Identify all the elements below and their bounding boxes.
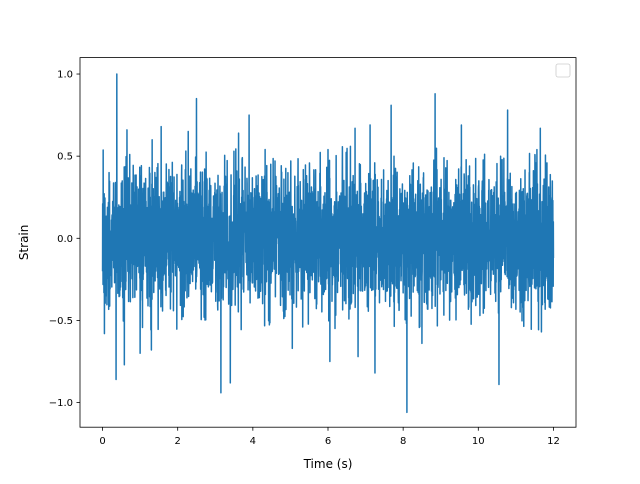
- x-tick-label: 8: [400, 436, 406, 447]
- legend: [555, 63, 571, 78]
- y-tick-label: 0.5: [57, 152, 73, 163]
- x-tick-label: 4: [250, 436, 256, 447]
- x-tick-label: 0: [99, 436, 105, 447]
- strain-series-line: [101, 73, 555, 414]
- x-axis-ticks: 0 2 4 6 8 10 12: [99, 427, 560, 447]
- y-tick-label: −1.0: [49, 398, 73, 409]
- x-tick-label: 6: [325, 436, 331, 447]
- x-tick-label: 10: [472, 436, 485, 447]
- y-tick-label: 0.0: [57, 234, 73, 245]
- series-layer: [101, 73, 555, 414]
- legend-box: [555, 63, 571, 78]
- x-axis-label: Time (s): [303, 457, 353, 471]
- x-tick-label: 2: [175, 436, 181, 447]
- x-tick-label: 12: [547, 436, 560, 447]
- y-tick-label: −0.5: [49, 316, 73, 327]
- y-tick-label: 1.0: [57, 70, 73, 81]
- y-axis-label: Strain: [17, 225, 31, 261]
- y-axis-ticks: −1.0 −0.5 0.0 0.5 1.0: [49, 70, 80, 409]
